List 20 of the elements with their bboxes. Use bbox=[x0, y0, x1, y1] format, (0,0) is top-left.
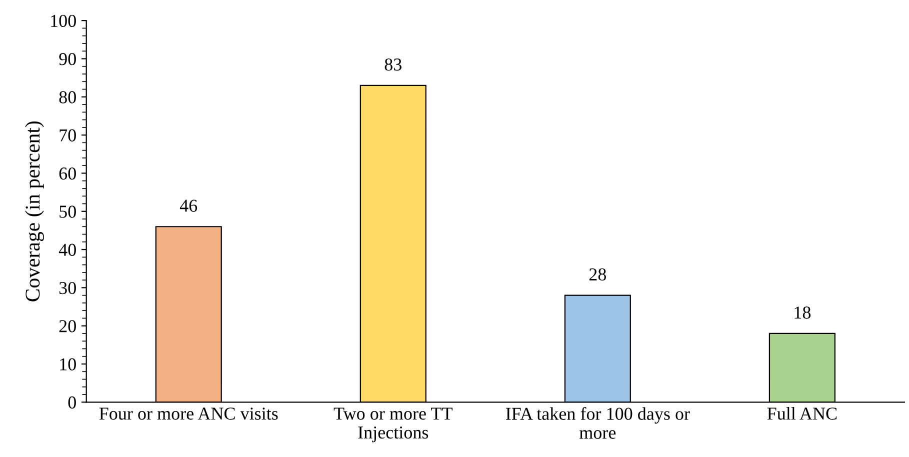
y-tick-label: 0 bbox=[68, 396, 76, 409]
data-label: 18 bbox=[794, 306, 811, 319]
y-tick-label: 90 bbox=[59, 52, 76, 66]
y-tick-label: 20 bbox=[59, 320, 76, 332]
data-label: 83 bbox=[384, 58, 402, 71]
y-tick-label: 100 bbox=[51, 14, 76, 28]
y-tick-label: 50 bbox=[60, 206, 76, 218]
y-axis-title: Coverage (in percent) bbox=[25, 121, 44, 302]
y-tick-label: 80 bbox=[59, 91, 76, 104]
data-label: 28 bbox=[589, 268, 606, 281]
y-tick-label: 40 bbox=[58, 244, 76, 256]
y-tick-label: 10 bbox=[60, 358, 76, 370]
y-tick-label: 70 bbox=[60, 129, 76, 142]
data-label: 46 bbox=[180, 200, 198, 212]
x-tick-label: Two or more TT Injections bbox=[334, 408, 452, 442]
y-tick-label: 60 bbox=[59, 167, 76, 180]
x-tick-label: Full ANC bbox=[767, 407, 837, 420]
x-tick-label: Four or more ANC visits bbox=[99, 408, 278, 420]
y-tick-label: 30 bbox=[59, 282, 76, 294]
x-tick-label: IFA taken for 100 days or more bbox=[506, 407, 690, 439]
